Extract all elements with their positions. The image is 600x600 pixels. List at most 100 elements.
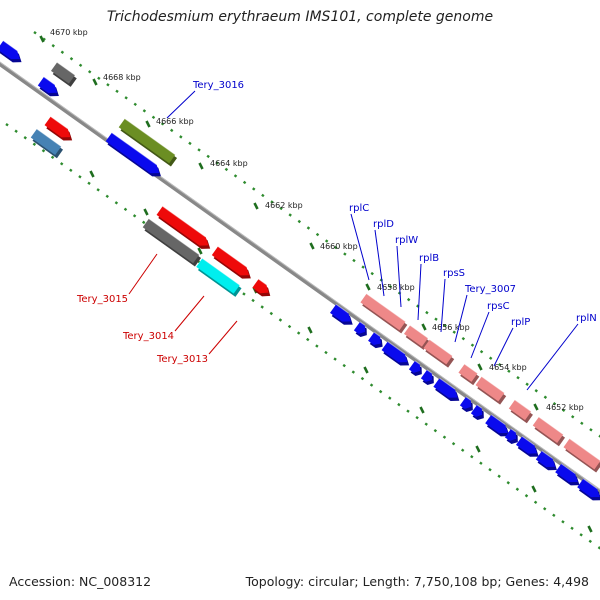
- feature-highlight: [162, 205, 207, 238]
- gene-arrow: [515, 435, 539, 457]
- tick-dash: [97, 76, 101, 80]
- gene-label-rpss: rpsS: [443, 268, 465, 279]
- tick-dash: [352, 258, 356, 263]
- tick-dash: [470, 455, 474, 459]
- feature-highlight: [541, 450, 553, 459]
- tick-label: 4664 kbp: [210, 159, 248, 168]
- gene-arrow: [504, 428, 518, 445]
- tick-dash: [533, 500, 538, 504]
- feature-face: [30, 129, 62, 155]
- tick-dash: [270, 200, 274, 204]
- tick-dash: [588, 539, 592, 544]
- label-leader-line: [166, 90, 196, 119]
- tick-dash: [279, 206, 283, 211]
- label-leaders: [128, 90, 579, 391]
- feature-face: [368, 332, 381, 345]
- tick-dash: [534, 389, 538, 393]
- major-tick-mark: [89, 170, 95, 178]
- feature-face: [423, 339, 453, 365]
- feature-highlight: [582, 478, 598, 490]
- tick-dash: [51, 44, 55, 48]
- major-tick-mark: [365, 283, 371, 291]
- feature-highlight: [481, 376, 505, 394]
- feature-face: [37, 76, 58, 94]
- backbone: [0, 61, 600, 494]
- major-tick-mark: [475, 445, 481, 453]
- tick-dash: [242, 292, 246, 296]
- feature-highlight: [569, 438, 600, 462]
- gene-arrow: [329, 303, 353, 325]
- tick-label: 4656 kbp: [432, 323, 470, 332]
- feature-highlight: [2, 40, 18, 52]
- ribosomal-gene: [360, 293, 408, 334]
- major-tick-mark: [198, 162, 204, 170]
- feature-face: [459, 396, 472, 409]
- major-tick-mark: [363, 366, 369, 374]
- label-leader-line: [470, 311, 490, 359]
- features: [0, 40, 600, 501]
- tick-dash: [59, 162, 64, 166]
- tick-dash: [251, 298, 255, 303]
- gene-arrow: [470, 404, 484, 421]
- label-leader-line: [396, 245, 402, 308]
- feature-face: [403, 325, 429, 347]
- tick-dash: [142, 220, 146, 225]
- gene-arrow: [105, 132, 161, 177]
- label-leader-line: [454, 294, 468, 343]
- major-tick-mark: [307, 326, 313, 334]
- ribosomal-gene: [475, 376, 507, 405]
- feature-face: [105, 132, 160, 174]
- tick-dash: [552, 513, 556, 517]
- tick-dash: [105, 194, 109, 199]
- tick-dash: [570, 415, 575, 419]
- gene-label-tery_3013: Tery_3013: [156, 354, 208, 365]
- feature-highlight: [111, 132, 157, 166]
- gene-arrow: [252, 278, 271, 297]
- tick-dash: [115, 89, 119, 94]
- tick-dash: [498, 363, 502, 367]
- tick-dash: [598, 434, 600, 438]
- tick-dash: [406, 409, 410, 413]
- feature-face: [360, 293, 406, 331]
- tick-dash: [351, 370, 356, 374]
- genome-backbone: [0, 61, 600, 494]
- feature-highlight: [258, 278, 267, 286]
- major-tick-mark: [531, 485, 537, 493]
- feature-highlight: [409, 324, 429, 339]
- tick-dash: [433, 428, 438, 433]
- gene-arrow: [535, 450, 557, 471]
- label-leader-line: [440, 278, 446, 333]
- genome-backbone-highlight: [0, 61, 600, 491]
- gene-box: [30, 128, 64, 159]
- feature-face: [532, 417, 564, 443]
- label-leader-line: [526, 323, 579, 391]
- feature-face: [515, 436, 537, 454]
- tick-dash: [434, 317, 438, 321]
- feature-face: [504, 428, 517, 441]
- major-tick-mark: [145, 120, 151, 128]
- tick-dash: [561, 520, 565, 524]
- label-leader-line: [128, 253, 158, 295]
- tick-rows: [5, 31, 600, 550]
- tick-dash: [87, 70, 92, 74]
- tick-dash: [443, 323, 447, 328]
- feature-face: [381, 341, 408, 363]
- tick-dash: [369, 383, 374, 387]
- tick-dash: [497, 474, 501, 478]
- tick-dash: [124, 96, 128, 100]
- tick-dash: [14, 129, 18, 133]
- gene-arrow: [37, 76, 59, 97]
- tick-dash: [287, 324, 292, 329]
- tick-dash: [525, 382, 529, 386]
- tick-dash: [488, 468, 492, 472]
- tick-dash: [123, 207, 128, 212]
- feature-highlight: [439, 377, 456, 390]
- label-leader-line: [174, 295, 205, 332]
- feature-face: [470, 404, 483, 417]
- tick-label: 4654 kbp: [489, 363, 527, 372]
- tick-dash: [334, 245, 338, 250]
- tick-dash: [278, 318, 283, 322]
- tick-dash: [479, 349, 484, 354]
- gene-arrow: [368, 331, 383, 349]
